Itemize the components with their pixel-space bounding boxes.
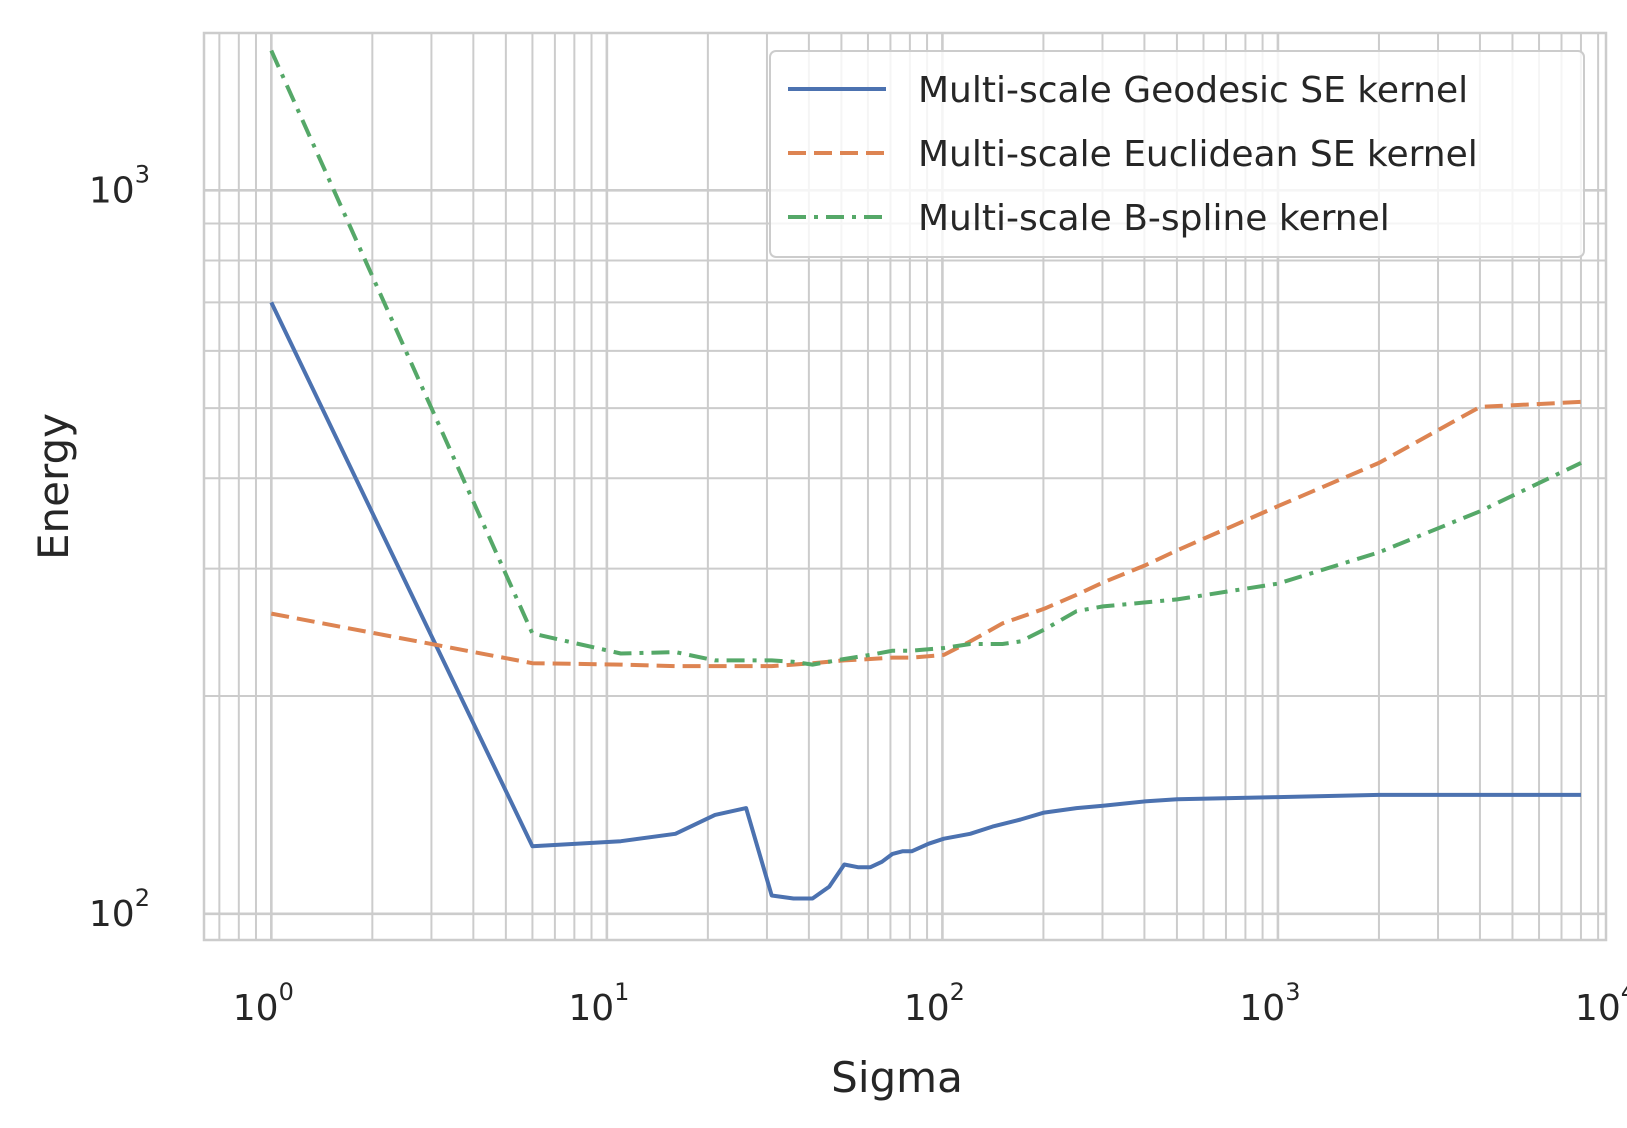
y-tick-base: 10 [89, 894, 135, 935]
y-tick-exponent: 2 [135, 884, 150, 912]
y-axis-title: Energy [29, 413, 78, 560]
series-line-multi-scale-euclidean-se-kernel [270, 399, 1582, 669]
legend: Multi-scale Geodesic SE kernel Multi-scal… [769, 50, 1585, 258]
legend-box [769, 50, 1585, 258]
x-tick-labels: 100101102103104 [233, 978, 1627, 1029]
series-line-multi-scale-b-spline-kernel [269, 49, 1582, 667]
x-tick-label: 101 [568, 978, 629, 1029]
x-tick-exponent: 3 [1285, 978, 1300, 1006]
legend-label: Multi-scale Euclidean SE kernel [918, 134, 1478, 175]
x-tick-base: 10 [904, 988, 950, 1029]
x-tick-label: 100 [233, 978, 294, 1029]
x-tick-exponent: 2 [950, 978, 965, 1006]
x-tick-label: 103 [1239, 978, 1300, 1029]
legend-label: Multi-scale B-spline kernel [918, 198, 1390, 239]
series-layer [269, 49, 1582, 901]
x-tick-exponent: 4 [1621, 978, 1627, 1006]
x-tick-base: 10 [1239, 988, 1285, 1029]
y-tick-exponent: 3 [135, 160, 150, 188]
series-line-multi-scale-geodesic-se-kernel [269, 301, 1581, 901]
x-tick-exponent: 0 [279, 978, 294, 1006]
y-tick-label: 102 [89, 884, 150, 935]
y-tick-base: 10 [89, 170, 135, 211]
x-tick-base: 10 [568, 988, 614, 1029]
x-tick-base: 10 [1575, 988, 1621, 1029]
minor-grid [204, 33, 1606, 940]
x-tick-base: 10 [233, 988, 279, 1029]
x-tick-label: 104 [1575, 978, 1627, 1029]
x-tick-label: 102 [904, 978, 965, 1029]
y-tick-label: 103 [89, 160, 150, 211]
x-axis-title: Sigma [831, 1053, 963, 1102]
legend-label: Multi-scale Geodesic SE kernel [918, 70, 1468, 111]
x-tick-exponent: 1 [614, 978, 629, 1006]
plot-frame [202, 31, 1608, 942]
